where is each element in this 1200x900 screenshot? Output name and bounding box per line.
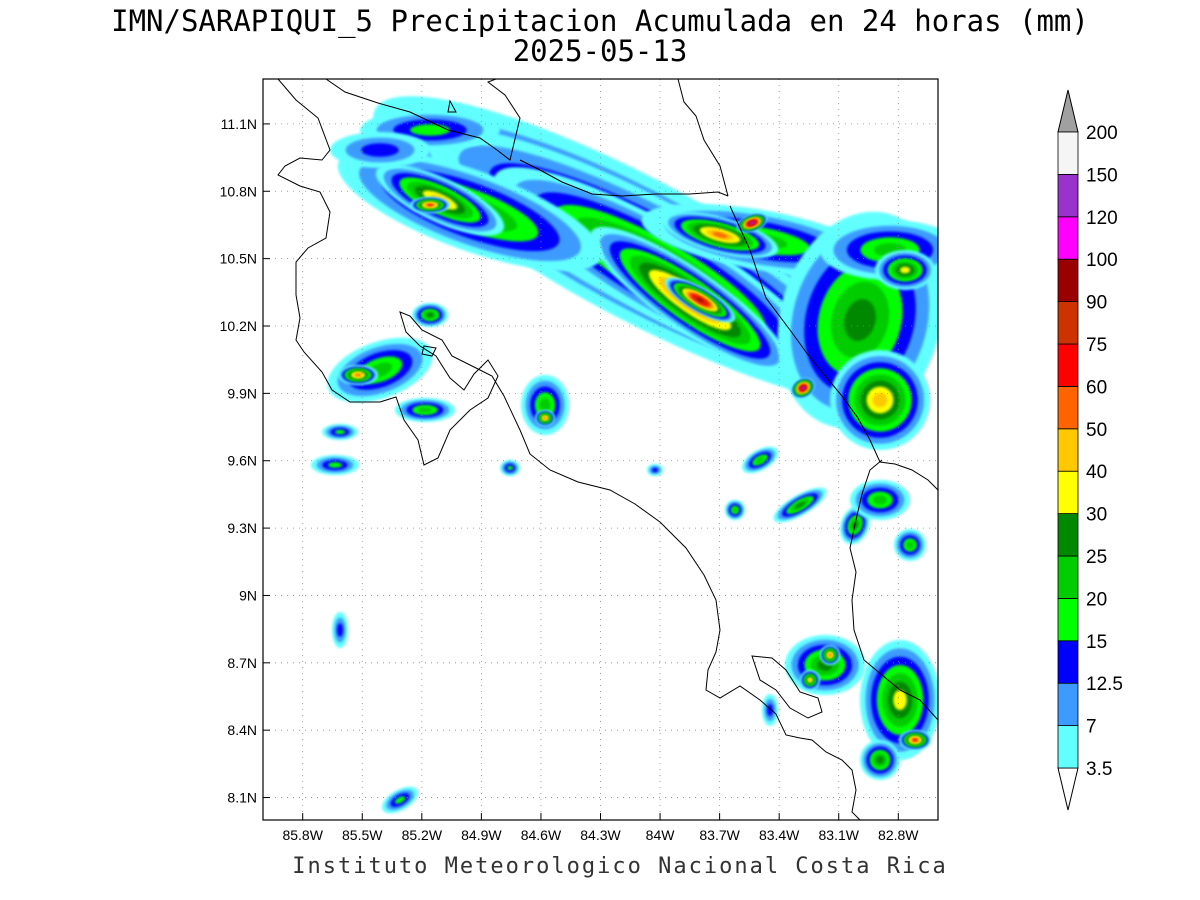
coastline-pacific (277, 79, 861, 820)
colorbar-swatch (1057, 131, 1079, 175)
lon-tick-label: 84W (646, 827, 676, 843)
lon-tick-label: 85.8W (282, 827, 323, 843)
lat-tick-label: 10.8N (220, 183, 257, 199)
lat-tick-label: 9.3N (227, 520, 257, 536)
colorbar-level-label: 12.5 (1086, 674, 1123, 695)
colorbar-swatch (1057, 216, 1079, 260)
island-chiriqui (447, 99, 457, 113)
lon-tick-label: 83.4W (759, 827, 800, 843)
lon-tick-label: 84.9W (461, 827, 502, 843)
colorbar-swatch (1057, 258, 1079, 303)
colorbar-swatch (1057, 343, 1079, 387)
colorbar-level-label: 100 (1086, 250, 1118, 271)
colorbar-swatch (1057, 513, 1079, 557)
colorbar-level-label: 30 (1086, 505, 1107, 526)
lat-tick-label: 11.1N (221, 116, 257, 132)
lat-tick-label: 9.9N (227, 385, 257, 401)
lat-tick-label: 8.4N (227, 722, 257, 738)
lon-tick-label: 83.1W (819, 827, 860, 843)
lon-tick-label: 85.5W (342, 827, 383, 843)
lat-tick-label: 10.5N (220, 251, 257, 267)
border-nicaragua-caribbean (677, 79, 729, 197)
colorbar-level-label: 90 (1086, 293, 1107, 314)
precipitation-field (311, 96, 938, 814)
colorbar-level-label: 50 (1086, 420, 1107, 441)
colorbar-level-label: 20 (1086, 589, 1107, 610)
lon-tick-label: 84.6W (521, 827, 562, 843)
island-gulf-nicoya (421, 345, 437, 357)
colorbar-swatch (1057, 555, 1079, 599)
colorbar-level-label: 25 (1086, 547, 1107, 568)
colorbar-level-label: 3.5 (1086, 759, 1112, 780)
coastline-caribbean (325, 79, 521, 161)
colorbar-level-label: 120 (1086, 208, 1118, 229)
colorbar-level-label: 40 (1086, 462, 1107, 483)
border-costa-rica-panama (729, 205, 938, 491)
lat-tick-label: 8.7N (227, 655, 257, 671)
colorbar-over-triangle (1057, 89, 1079, 133)
colorbar-swatch (1057, 385, 1079, 430)
colorbar-swatch (1057, 725, 1079, 769)
coastline-panama-pacific (849, 459, 938, 721)
colorbar-level-label: 60 (1086, 377, 1107, 398)
colorbar-swatch (1057, 428, 1079, 472)
colorbar-level-label: 150 (1086, 165, 1118, 186)
border-costa-rica-nicaragua (519, 159, 729, 197)
footer-credit: Instituto Meteorologico Nacional Costa R… (292, 854, 948, 879)
colorbar-level-label: 75 (1086, 335, 1107, 356)
lat-tick-label: 10.2N (220, 318, 257, 334)
colorbar-swatch (1057, 301, 1079, 345)
lat-tick-label: 9N (239, 587, 257, 603)
colorbar-level-label: 15 (1086, 632, 1107, 653)
colorbar-level-label: 200 (1086, 123, 1118, 144)
colorbar-swatch (1057, 470, 1079, 515)
colorbar-swatch (1057, 682, 1079, 727)
colorbar-swatch (1057, 598, 1079, 642)
colorbar-swatch (1057, 173, 1079, 218)
colorbar-under-triangle (1057, 767, 1079, 811)
map-date: 2025-05-13 (512, 34, 688, 68)
lon-tick-label: 84.3W (580, 827, 621, 843)
lat-tick-label: 8.1N (227, 790, 257, 806)
colorbar-legend: 3.5 7 12.5 15 20 25 30 40 50 60 75 90 100 120 150 200 (1057, 89, 1123, 811)
coastline-borders (277, 79, 938, 820)
colorbar-swatch (1057, 640, 1079, 684)
coastline-panama-islands (751, 655, 823, 719)
lon-tick-label: 83.7W (699, 827, 740, 843)
colorbar-level-label: 7 (1086, 717, 1097, 738)
lon-tick-label: 82.8W (878, 827, 919, 843)
map-title: IMN/SARAPIQUI_5 Precipitacion Acumulada … (111, 4, 1089, 38)
lon-tick-label: 85.2W (402, 827, 443, 843)
lat-tick-label: 9.6N (227, 453, 257, 469)
axis-ticks: 85.8W 85.5W 85.2W 84.9W 84.6W 84.3W 84W 83.7W 83… (220, 116, 920, 843)
